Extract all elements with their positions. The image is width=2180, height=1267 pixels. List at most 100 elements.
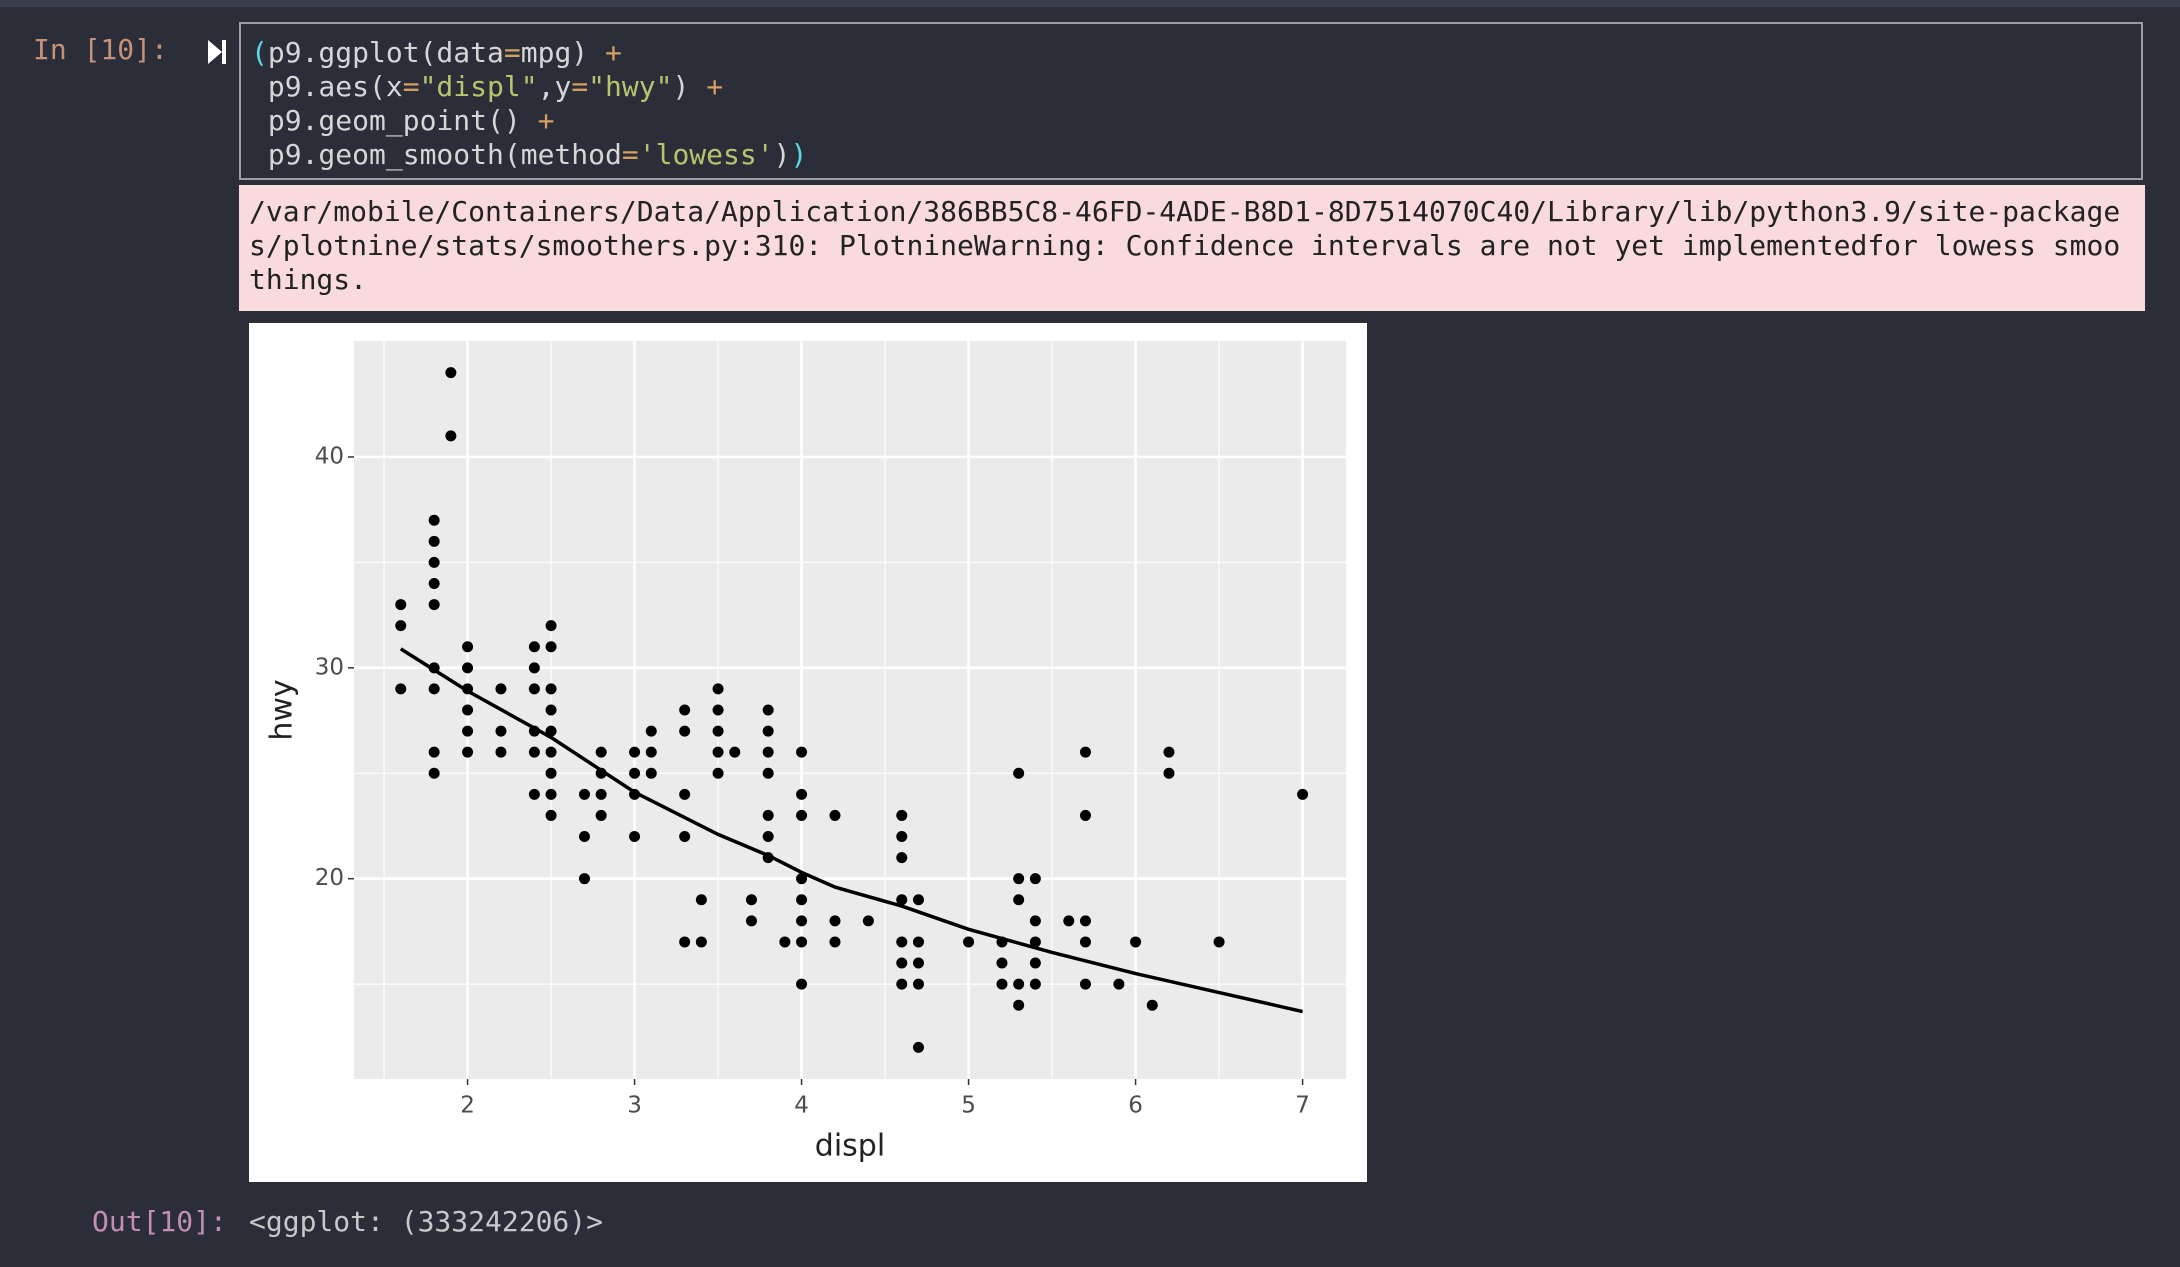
point	[1013, 999, 1025, 1011]
code-cell[interactable]: (p9.ggplot(data=mpg) + p9.aes(x="displ",…	[239, 22, 2143, 180]
point	[578, 873, 590, 885]
point	[1029, 978, 1041, 990]
point	[829, 809, 841, 821]
point	[578, 831, 590, 843]
point	[896, 852, 908, 864]
point	[545, 746, 557, 758]
code-token: p9.geom_point()	[251, 104, 538, 137]
y-axis-label: hwy	[265, 679, 300, 740]
code-token: =	[621, 138, 639, 171]
point	[862, 915, 874, 927]
point	[395, 683, 407, 695]
point	[729, 746, 741, 758]
point	[1079, 936, 1091, 948]
point	[762, 725, 774, 737]
point	[1079, 915, 1091, 927]
code-token: "displ"	[419, 70, 538, 103]
warning-text: /var/mobile/Containers/Data/Application/…	[249, 195, 2121, 296]
point	[762, 767, 774, 779]
code-token: =	[402, 70, 420, 103]
point	[445, 430, 457, 442]
code-token: =	[571, 70, 589, 103]
point	[428, 599, 440, 611]
point	[1213, 936, 1225, 948]
point	[1013, 873, 1025, 885]
point	[912, 936, 924, 948]
point	[679, 831, 691, 843]
point	[712, 746, 724, 758]
point	[779, 936, 791, 948]
point	[912, 978, 924, 990]
point	[528, 662, 540, 674]
point	[762, 746, 774, 758]
y-tick-label: 30	[315, 654, 344, 680]
point	[462, 725, 474, 737]
point	[528, 746, 540, 758]
point	[545, 641, 557, 653]
point	[428, 746, 440, 758]
point	[395, 620, 407, 632]
x-axis-label: displ	[815, 1129, 885, 1164]
point	[629, 831, 641, 843]
chart: 2 3 4 5 6 7 20 30 40 displ hwy	[249, 323, 1367, 1182]
y-tick-label: 40	[315, 443, 344, 469]
point	[629, 746, 641, 758]
point	[796, 894, 808, 906]
point	[462, 662, 474, 674]
point	[578, 788, 590, 800]
code-token: "hwy"	[588, 70, 673, 103]
run-button[interactable]	[206, 38, 228, 66]
code-line: p9.aes(x="displ",y="hwy") +	[251, 70, 2141, 104]
out-prompt: Out[10]:	[92, 1205, 227, 1238]
point	[996, 957, 1008, 969]
point	[595, 788, 607, 800]
point	[1113, 978, 1125, 990]
warning-output: /var/mobile/Containers/Data/Application/…	[239, 185, 2145, 311]
code-token: p9.aes(x	[251, 70, 403, 103]
point	[896, 831, 908, 843]
point	[428, 535, 440, 547]
point	[645, 746, 657, 758]
point	[545, 767, 557, 779]
code-token: 'lowess'	[638, 138, 774, 171]
point	[896, 809, 908, 821]
code-token: +	[706, 70, 724, 103]
x-tick-label: 4	[794, 1093, 809, 1119]
point	[679, 704, 691, 716]
point	[996, 978, 1008, 990]
point	[679, 936, 691, 948]
point	[495, 725, 507, 737]
point	[796, 978, 808, 990]
point	[963, 936, 975, 948]
point	[896, 936, 908, 948]
point	[545, 725, 557, 737]
point	[1013, 767, 1025, 779]
in-prompt: In [10]:	[33, 33, 168, 66]
point	[1079, 978, 1091, 990]
code-token: +	[605, 36, 622, 69]
point	[1079, 809, 1091, 821]
point	[762, 704, 774, 716]
code-token: p9.ggplot(data	[267, 36, 504, 69]
point	[829, 915, 841, 927]
code-token: )	[790, 138, 808, 171]
point	[762, 809, 774, 821]
point	[545, 704, 557, 716]
code-token: =	[503, 36, 521, 69]
code-line: (p9.ggplot(data=mpg) +	[251, 36, 2141, 70]
point	[796, 915, 808, 927]
code-token: )	[773, 138, 791, 171]
point	[428, 683, 440, 695]
point	[695, 894, 707, 906]
point	[695, 936, 707, 948]
point	[595, 746, 607, 758]
point	[1130, 936, 1142, 948]
point	[595, 809, 607, 821]
point	[428, 514, 440, 526]
point	[495, 746, 507, 758]
point	[462, 746, 474, 758]
point	[745, 915, 757, 927]
point	[712, 683, 724, 695]
code-token: p9.geom_smooth(method	[251, 138, 622, 171]
